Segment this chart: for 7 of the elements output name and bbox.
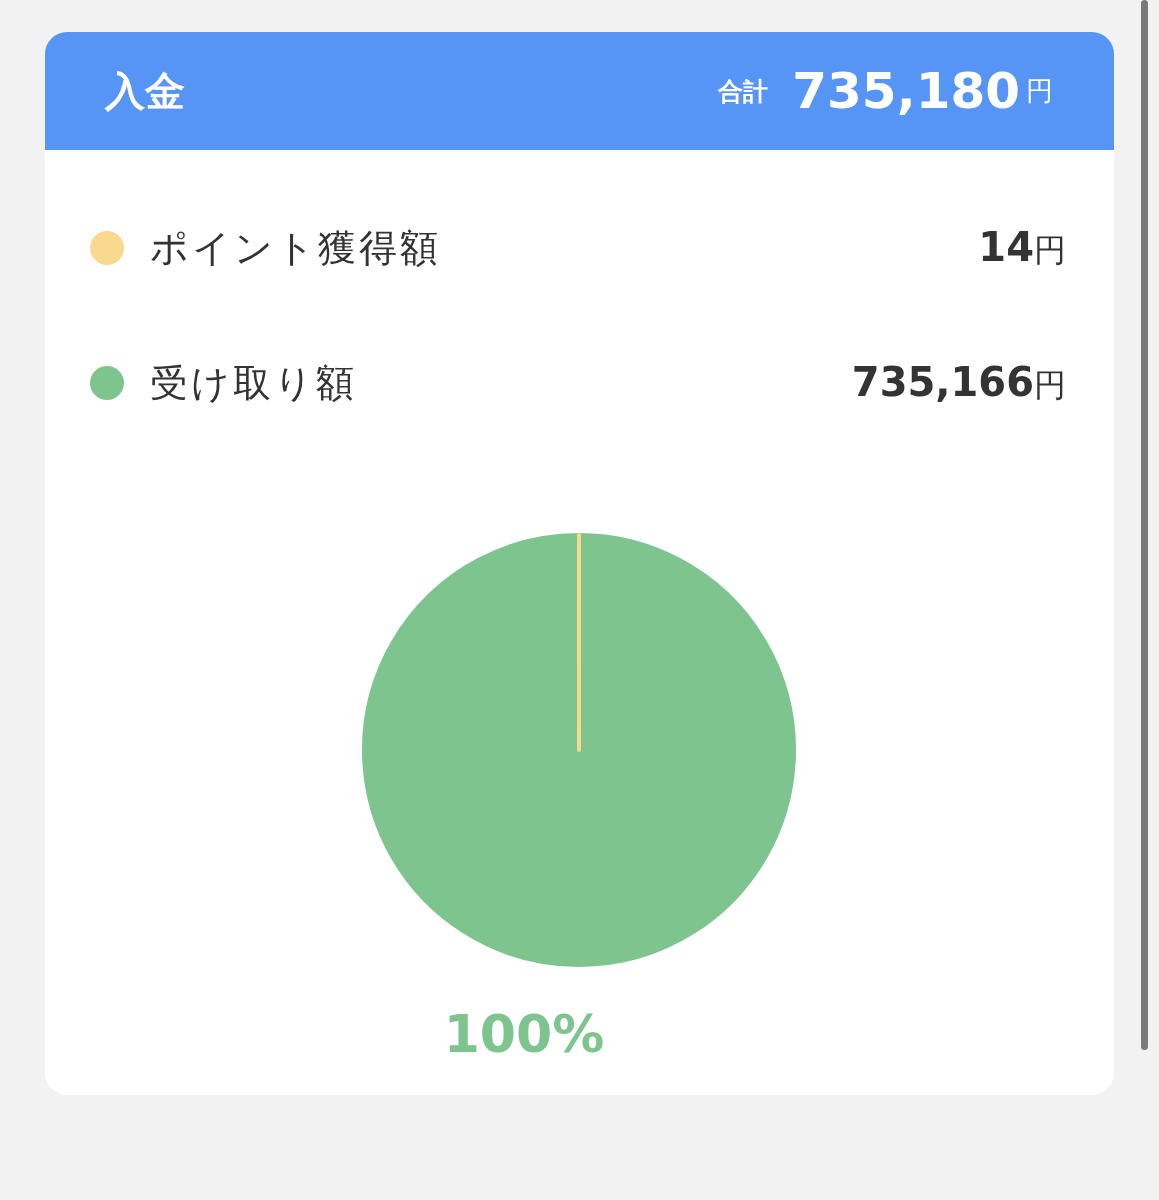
text: 100% [443,1004,605,1064]
legend-label: 受け取り額 [150,359,358,407]
data-label: 14円 [978,223,1066,272]
legend-label: ポイント獲得額 [150,224,442,272]
chart-title: 入金 [105,67,185,116]
pie-slice [362,533,796,967]
data-label: 735,166円 [851,358,1066,407]
